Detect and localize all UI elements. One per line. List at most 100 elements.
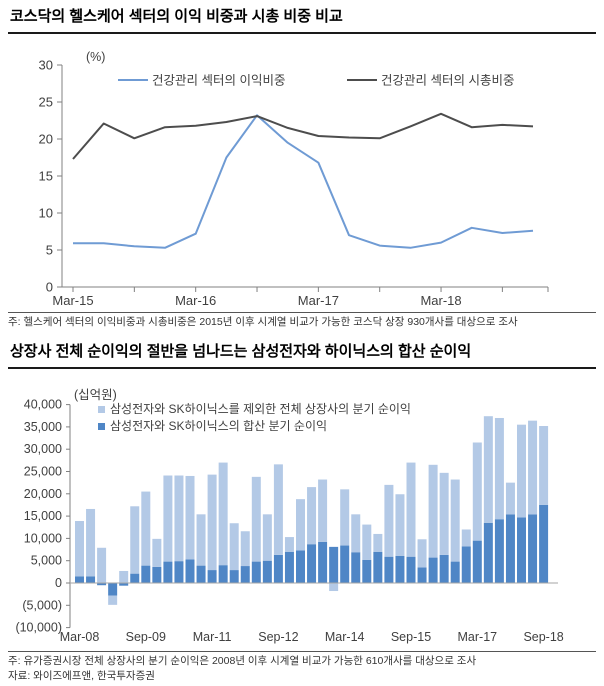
bar-segment bbox=[461, 546, 471, 584]
bar-segment bbox=[351, 552, 361, 584]
bars bbox=[75, 416, 549, 606]
x-axis-labels: Mar-08 Sep-09 Mar-11 Sep-12 Mar-14 Sep-15 Mar-… bbox=[60, 630, 564, 644]
bar-segment bbox=[505, 482, 515, 515]
bar-segment bbox=[528, 514, 538, 584]
bar-segment bbox=[417, 539, 427, 568]
bar-segment bbox=[428, 464, 438, 558]
bar-segment bbox=[483, 522, 493, 584]
bar-segment bbox=[528, 420, 538, 515]
bar-segment bbox=[539, 426, 549, 506]
svg-text:Sep-18: Sep-18 bbox=[523, 630, 563, 644]
unit-label: (십억원) bbox=[74, 388, 117, 402]
bar-segment bbox=[439, 555, 449, 584]
bar-segment bbox=[174, 561, 184, 584]
bar-segment bbox=[163, 561, 173, 584]
bar-segment bbox=[395, 494, 405, 556]
bar-segment bbox=[119, 583, 129, 586]
bar-segment bbox=[97, 583, 107, 586]
figure1-note: 주: 헬스케어 섹터의 이익비중과 시총비중은 2015년 이후 시계열 비교가… bbox=[8, 315, 518, 328]
svg-text:5: 5 bbox=[46, 242, 53, 257]
figure2-note: 주: 유가증권시장 전체 상장사의 분기 순이익은 2008년 이후 시계열 비… bbox=[8, 655, 477, 668]
bar-segment bbox=[517, 517, 526, 584]
bar-segment bbox=[505, 514, 515, 584]
bar-segment bbox=[494, 418, 504, 520]
bar-segment bbox=[340, 545, 350, 584]
y-axis-ticks: 0 5 10 15 20 25 30 bbox=[39, 57, 62, 294]
svg-text:30: 30 bbox=[39, 57, 53, 72]
bar-segment bbox=[130, 506, 140, 574]
bar-segment bbox=[307, 487, 317, 545]
bar-segment bbox=[384, 485, 394, 557]
figure1-title-rule bbox=[8, 31, 596, 34]
bar-segment bbox=[86, 576, 96, 584]
svg-text:Sep-12: Sep-12 bbox=[258, 630, 298, 644]
svg-text:15,000: 15,000 bbox=[24, 509, 62, 523]
axes bbox=[61, 64, 548, 288]
bar-segment bbox=[196, 514, 206, 566]
svg-text:25: 25 bbox=[39, 94, 53, 109]
svg-text:Mar-16: Mar-16 bbox=[175, 293, 216, 308]
bar-segment bbox=[185, 476, 195, 560]
svg-text:20,000: 20,000 bbox=[24, 487, 62, 501]
svg-text:(10,000): (10,000) bbox=[15, 621, 62, 635]
bar-segment bbox=[163, 475, 173, 562]
bar-segment bbox=[97, 547, 107, 584]
legend-label-0: 건강관리 섹터의 이익비중 bbox=[152, 73, 285, 87]
svg-text:5,000: 5,000 bbox=[31, 554, 62, 568]
figure2-note-rule bbox=[8, 651, 596, 653]
bar-segment bbox=[152, 567, 162, 584]
bar-segment bbox=[406, 556, 416, 584]
bar-segment bbox=[384, 556, 394, 584]
line-series-profit-share bbox=[73, 114, 534, 249]
bar-segment bbox=[240, 531, 250, 567]
figure2-source: 자료: 와이즈에프앤, 한국투자증권 bbox=[8, 669, 155, 682]
bar-segment bbox=[251, 561, 261, 584]
bar-segment bbox=[417, 567, 427, 584]
bar-segment bbox=[218, 565, 228, 584]
svg-text:Mar-18: Mar-18 bbox=[420, 293, 461, 308]
figure1-title: 코스닥의 헬스케어 섹터의 이익 비중과 시총 비중 비교 bbox=[10, 8, 343, 25]
samsung-hynix-combined-netprofit-bar-chart: (10,000) (5,000) 0 5,000 10,000 15,000 20,000 2… bbox=[15, 388, 564, 644]
bar-segment bbox=[483, 416, 493, 523]
bar-segment bbox=[539, 505, 549, 584]
x-axis-ticks: Mar-15 Mar-16 Mar-17 Mar-18 bbox=[52, 286, 549, 308]
bar-segment bbox=[329, 547, 339, 584]
bar-segment bbox=[351, 514, 361, 553]
bar-segment bbox=[218, 462, 228, 566]
bar-segment bbox=[229, 570, 239, 584]
svg-text:(5,000): (5,000) bbox=[22, 598, 62, 612]
svg-text:Mar-08: Mar-08 bbox=[60, 630, 100, 644]
bar-segment bbox=[296, 499, 305, 551]
legend-label-1: 삼성전자와 SK하이닉스의 합산 분기 순이익 bbox=[110, 419, 327, 433]
figure1-note-rule bbox=[8, 311, 596, 313]
bar-segment bbox=[262, 514, 272, 561]
bar-segment bbox=[273, 555, 283, 584]
legend-label-0: 삼성전자와 SK하이닉스를 제외한 전체 상장사의 분기 순이익 bbox=[110, 402, 411, 416]
line-series-marketcap-share bbox=[72, 112, 534, 160]
bar-segment bbox=[362, 524, 372, 560]
bar-segment bbox=[207, 570, 217, 584]
figure2-title: 상장사 전체 순이익의 절반을 넘나드는 삼성전자와 하이닉스의 합산 순이익 bbox=[10, 343, 472, 361]
bar-segment bbox=[472, 442, 482, 541]
bar-segment bbox=[240, 566, 250, 584]
bar-segment bbox=[373, 534, 383, 552]
bar-segment bbox=[362, 559, 372, 584]
bar-segment bbox=[517, 424, 526, 518]
bar-segment bbox=[461, 529, 471, 547]
bar-segment bbox=[141, 565, 151, 584]
bar-segment bbox=[340, 489, 350, 546]
bar-segment bbox=[75, 521, 84, 577]
bar-segment bbox=[450, 561, 460, 584]
bar-segment bbox=[108, 583, 118, 596]
bar-segment bbox=[229, 523, 239, 571]
bar-segment bbox=[174, 475, 184, 562]
bar-segment bbox=[318, 479, 328, 543]
svg-text:35,000: 35,000 bbox=[24, 420, 62, 434]
unit-label: (%) bbox=[86, 50, 105, 64]
bar-segment bbox=[439, 472, 449, 556]
svg-text:Sep-15: Sep-15 bbox=[391, 630, 431, 644]
svg-text:Sep-09: Sep-09 bbox=[126, 630, 166, 644]
bar-segment bbox=[472, 540, 482, 584]
